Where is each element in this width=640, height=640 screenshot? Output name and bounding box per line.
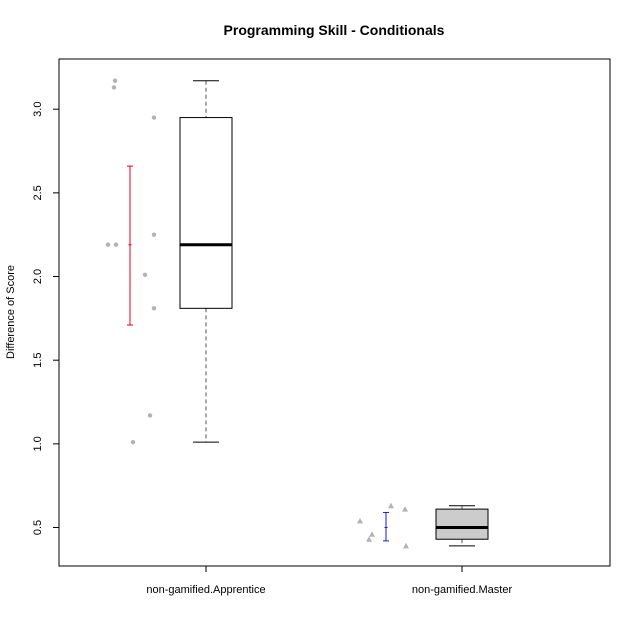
box-iqr: [435, 508, 489, 540]
y-tick-label: 1.5: [32, 353, 44, 368]
data-point: [151, 115, 157, 120]
x-tick-label: non-gamified.Master: [412, 584, 513, 596]
data-point: [357, 517, 363, 524]
data-point: [366, 536, 372, 542]
data-point: [403, 542, 409, 549]
data-point: [142, 272, 148, 278]
y-tick-label: 2.5: [32, 185, 44, 200]
data-point: [111, 85, 117, 90]
data-point: [402, 506, 408, 512]
data-point: [369, 531, 375, 537]
plot-marks: [105, 78, 489, 549]
y-axis: 0.5 1.0 1.5 2.0 2.5 3.0: [32, 102, 60, 535]
chart-title: Programming Skill - Conditionals: [224, 22, 445, 38]
data-point: [151, 306, 157, 311]
data-point: [105, 242, 111, 247]
box-iqr: [179, 117, 233, 309]
data-point: [113, 242, 119, 247]
data-point: [388, 502, 394, 509]
y-tick-label: 2.0: [32, 269, 44, 284]
data-point: [151, 232, 157, 237]
y-tick-label: 3.0: [32, 102, 44, 117]
data-point: [147, 413, 153, 418]
plot-frame: [58, 58, 611, 567]
x-tick-label: non-gamified.Apprentice: [146, 584, 265, 596]
data-point: [112, 78, 118, 83]
y-axis-label: Difference of Score: [5, 265, 17, 359]
y-tick-label: 1.0: [32, 436, 44, 451]
y-tick-label: 0.5: [32, 520, 44, 535]
x-axis: non-gamified.Apprentice non-gamified.Mast…: [146, 566, 512, 596]
data-point: [130, 439, 136, 445]
